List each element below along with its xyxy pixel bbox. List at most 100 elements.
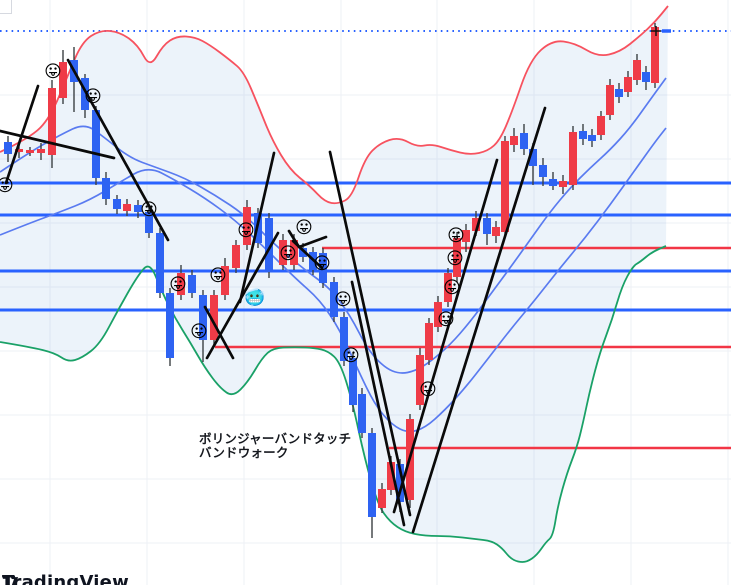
- candlestick-up: [425, 323, 433, 360]
- ma-line-fast: [0, 77, 667, 374]
- candlestick-up: [606, 85, 614, 115]
- candlestick-down: [299, 248, 307, 257]
- emoji-sticker[interactable]: 🥶: [244, 287, 265, 308]
- candlestick-down: [358, 394, 366, 433]
- candlestick-up: [597, 116, 605, 135]
- candlestick-down: [166, 293, 174, 358]
- candlestick-up: [569, 132, 577, 185]
- emoji-sticker[interactable]: 😛: [334, 290, 352, 310]
- tradingview-logo-icon: [2, 575, 19, 585]
- emoji-sticker[interactable]: 😛: [446, 249, 464, 269]
- trend-line[interactable]: [203, 305, 235, 360]
- candlestick-down: [520, 133, 528, 149]
- trend-line[interactable]: [0, 129, 116, 160]
- emoji-sticker[interactable]: 😛: [190, 322, 208, 342]
- emoji-sticker[interactable]: 😛: [447, 226, 465, 246]
- emoji-sticker[interactable]: 😛: [419, 380, 437, 400]
- candlestick-down: [549, 179, 557, 186]
- candlestick-up: [510, 136, 518, 145]
- tradingview-watermark-text: TradingView: [2, 572, 129, 585]
- candlestick-down: [588, 135, 596, 141]
- candlestick-up: [48, 88, 56, 155]
- candlestick-down: [396, 464, 404, 502]
- candlestick-down: [4, 142, 12, 154]
- candlestick-up: [279, 240, 287, 265]
- candlestick-down: [330, 282, 338, 317]
- candlestick-down: [145, 212, 153, 233]
- candlestick-up: [210, 295, 218, 340]
- candlestick-down: [81, 78, 89, 110]
- bollinger-upper-band: [0, 5, 669, 205]
- candlestick-up: [26, 150, 34, 153]
- emoji-sticker[interactable]: 😛: [237, 221, 255, 241]
- tradingview-watermark: TradingView: [2, 572, 129, 585]
- candlestick-up: [453, 238, 461, 277]
- emoji-sticker[interactable]: 😛: [295, 218, 313, 238]
- candlestick-up: [501, 141, 509, 232]
- candlestick-up: [472, 218, 480, 231]
- toolbar-remnant: [0, 0, 12, 14]
- emoji-sticker[interactable]: 😛: [209, 266, 227, 286]
- candlestick-down: [539, 165, 547, 177]
- emoji-sticker[interactable]: 😛: [443, 278, 461, 298]
- ma-line-slow: [0, 127, 667, 433]
- candlestick-up: [416, 355, 424, 405]
- annotation-line2: バンドウォーク: [199, 444, 289, 460]
- trend-line[interactable]: [238, 151, 276, 304]
- candlestick-up: [232, 245, 240, 268]
- emoji-sticker[interactable]: 😛: [437, 310, 455, 330]
- trend-line[interactable]: [4, 84, 40, 185]
- emoji-sticker[interactable]: 😛: [342, 346, 360, 366]
- candlestick-down: [113, 199, 121, 209]
- candlestick-down: [615, 89, 623, 97]
- candlestick-down: [483, 218, 491, 234]
- candlestick-up: [243, 207, 251, 245]
- candlestick-down: [642, 72, 650, 82]
- emoji-sticker[interactable]: 😛: [84, 87, 102, 107]
- candlestick-down: [199, 295, 207, 340]
- candlestick-down: [265, 218, 273, 272]
- emoji-sticker[interactable]: 😛: [169, 275, 187, 295]
- candlestick-up: [492, 227, 500, 236]
- candlestick-up: [444, 273, 452, 302]
- candlestick-down: [368, 433, 376, 517]
- candlestick-up: [624, 77, 632, 92]
- trend-line[interactable]: [66, 58, 170, 242]
- trend-line[interactable]: [328, 150, 412, 517]
- emoji-sticker[interactable]: 😛: [0, 176, 14, 196]
- trend-line[interactable]: [350, 280, 406, 527]
- candlestick-up: [37, 149, 45, 153]
- candlestick-down: [529, 149, 537, 166]
- trend-line[interactable]: [291, 239, 324, 270]
- candlestick-down: [340, 317, 348, 361]
- trend-line[interactable]: [392, 158, 499, 514]
- emoji-sticker[interactable]: 😛: [44, 62, 62, 82]
- candlestick-down: [188, 275, 196, 293]
- emoji-sticker[interactable]: 😛: [313, 254, 331, 274]
- candlestick-up: [59, 62, 67, 98]
- candlestick-down: [349, 358, 357, 405]
- candlestick-up: [559, 181, 567, 187]
- candlestick-up: [221, 266, 229, 295]
- trend-line[interactable]: [411, 106, 547, 534]
- emoji-sticker[interactable]: 😛: [140, 200, 158, 220]
- candlestick-down: [134, 205, 142, 212]
- emoji-sticker[interactable]: 😛: [279, 244, 297, 264]
- annotation-line1: ボリンジャーバンドタッチ: [199, 431, 352, 446]
- candlestick-down: [102, 178, 110, 199]
- trend-line[interactable]: [297, 235, 328, 249]
- candlestick-up: [123, 204, 131, 211]
- candlestick-up: [290, 240, 298, 265]
- candlestick-down: [92, 110, 100, 178]
- candlestick-down: [156, 233, 164, 293]
- candlestick-up: [387, 462, 395, 490]
- candlestick-up: [177, 273, 185, 295]
- candlestick-up: [434, 302, 442, 327]
- annotation-bollinger-note[interactable]: ボリンジャーバンドタッチ バンドウォーク: [199, 432, 351, 459]
- candlestick-up: [633, 60, 641, 80]
- candlestick-up: [378, 489, 386, 508]
- candlestick-up: [462, 230, 470, 242]
- candlestick-up: [651, 27, 659, 83]
